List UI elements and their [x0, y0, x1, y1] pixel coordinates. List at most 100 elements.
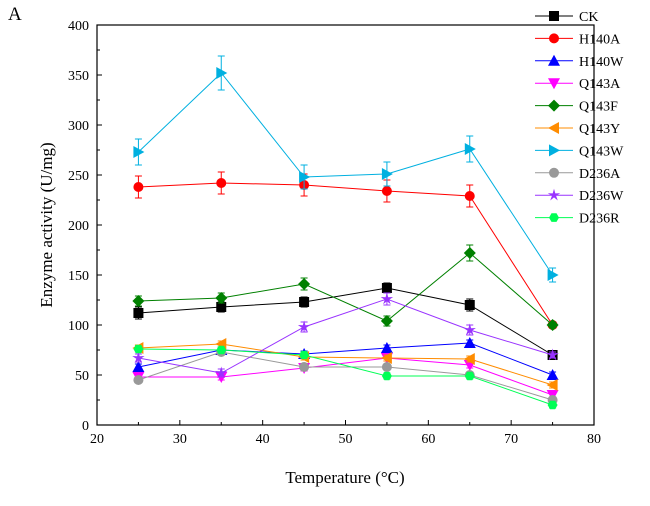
data-point-h140w: [380, 342, 393, 353]
series-h140a: [133, 171, 558, 330]
series-line-d236w: [138, 298, 553, 374]
data-point-q143w: [547, 269, 559, 281]
panel-label: A: [8, 4, 22, 25]
series-d236r: [133, 344, 558, 410]
legend-marker: [549, 144, 560, 157]
data-point-q143y: [463, 353, 475, 365]
y-tick-label: 400: [68, 19, 89, 34]
data-point-d236w: [132, 351, 145, 364]
x-tick-label: 50: [339, 432, 353, 447]
series-ck: [133, 282, 558, 360]
series-line-ck: [138, 287, 553, 356]
data-point-q143w: [381, 168, 393, 180]
series-line-h140a: [138, 182, 554, 326]
legend-item-q143a: Q143A: [535, 77, 621, 92]
y-tick-label: 200: [68, 219, 89, 234]
data-point-d236r: [216, 345, 227, 355]
legend-item-h140w: H140W: [535, 54, 624, 70]
data-point-ck: [381, 283, 392, 293]
data-point-h140w: [463, 337, 476, 348]
data-point-q143f: [215, 292, 228, 304]
legend: CK H140A H140W Q143A Q143F Q143Y Q143W D236A D23…: [535, 10, 624, 227]
legend-marker: [548, 54, 560, 66]
data-point-h140w: [546, 369, 559, 380]
data-point-d236w: [546, 348, 559, 361]
legend-item-q143w: Q143W: [535, 144, 624, 159]
series-line-q143w: [138, 72, 554, 276]
legend-label: Q143F: [579, 100, 618, 115]
x-tick-label: 60: [421, 432, 435, 447]
series-line-q143f: [138, 252, 553, 326]
legend-marker: [549, 11, 559, 21]
legend-label: H140W: [579, 55, 624, 70]
series-q143w: [133, 55, 559, 283]
series-d236a: [133, 347, 558, 405]
legend-item-d236r: D236R: [535, 212, 620, 227]
x-axis: 20 30 40 50 60 70 80: [90, 420, 601, 447]
legend-item-ck: CK: [535, 10, 598, 25]
legend-marker: [548, 99, 560, 112]
data-point-h140a: [216, 178, 227, 188]
legend-marker: [547, 188, 561, 201]
x-tick-label: 70: [504, 432, 518, 447]
series-layer: [132, 55, 559, 410]
series-line-d236r: [138, 348, 553, 406]
legend-marker: [549, 213, 559, 222]
legend-marker: [548, 122, 559, 134]
data-point-d236r: [381, 371, 392, 381]
data-point-d236w: [463, 323, 476, 336]
legend-item-d236a: D236A: [535, 167, 621, 182]
legend-label: D236W: [579, 189, 624, 204]
y-tick-label: 250: [68, 169, 89, 184]
y-tick-label: 150: [68, 269, 89, 284]
legend-marker: [548, 78, 560, 90]
data-point-q143f: [546, 319, 559, 331]
series-line-h140w: [138, 342, 553, 376]
data-point-d236a: [133, 375, 144, 385]
legend-marker: [549, 33, 559, 44]
legend-label: Q143Y: [579, 122, 620, 137]
legend-label: Q143W: [579, 144, 624, 159]
series-q143y: [132, 338, 558, 391]
series-d236w: [132, 292, 559, 379]
legend-label: D236R: [579, 212, 620, 227]
legend-item-h140a: H140A: [535, 32, 621, 47]
series-line-q143y: [138, 343, 553, 386]
legend-label: CK: [579, 10, 598, 25]
x-tick-label: 30: [173, 432, 187, 447]
data-point-ck: [216, 302, 227, 312]
data-point-h140a: [464, 191, 475, 201]
legend-marker: [549, 167, 559, 178]
data-point-ck: [299, 297, 310, 307]
legend-item-q143f: Q143F: [535, 99, 618, 115]
data-point-d236a: [381, 362, 392, 372]
data-point-q143w: [216, 67, 228, 79]
y-tick-label: 50: [75, 369, 89, 384]
x-tick-label: 80: [587, 432, 601, 447]
data-point-q143w: [464, 143, 476, 155]
y-tick-label: 350: [68, 69, 89, 84]
data-point-q143f: [463, 247, 476, 259]
x-axis-label: Temperature (°C): [285, 468, 404, 487]
series-line-q143a: [138, 357, 553, 396]
data-point-q143f: [298, 278, 311, 290]
data-point-d236w: [380, 292, 394, 305]
data-point-h140a: [133, 182, 144, 192]
data-point-d236r: [464, 371, 475, 381]
data-point-q143y: [546, 379, 558, 391]
y-tick-label: 0: [82, 419, 89, 434]
data-point-d236r: [133, 344, 144, 354]
series-q143f: [132, 244, 559, 331]
legend-item-q143y: Q143Y: [535, 122, 620, 137]
data-point-ck: [133, 308, 144, 318]
legend-label: D236A: [579, 167, 621, 182]
y-tick-label: 100: [68, 319, 89, 334]
data-point-h140a: [381, 186, 392, 196]
series-h140w: [132, 337, 559, 380]
legend-label: Q143A: [579, 77, 621, 92]
x-tick-label: 20: [90, 432, 104, 447]
data-point-q143w: [133, 146, 145, 158]
series-line-d236a: [138, 351, 553, 401]
data-point-q143y: [380, 352, 392, 364]
